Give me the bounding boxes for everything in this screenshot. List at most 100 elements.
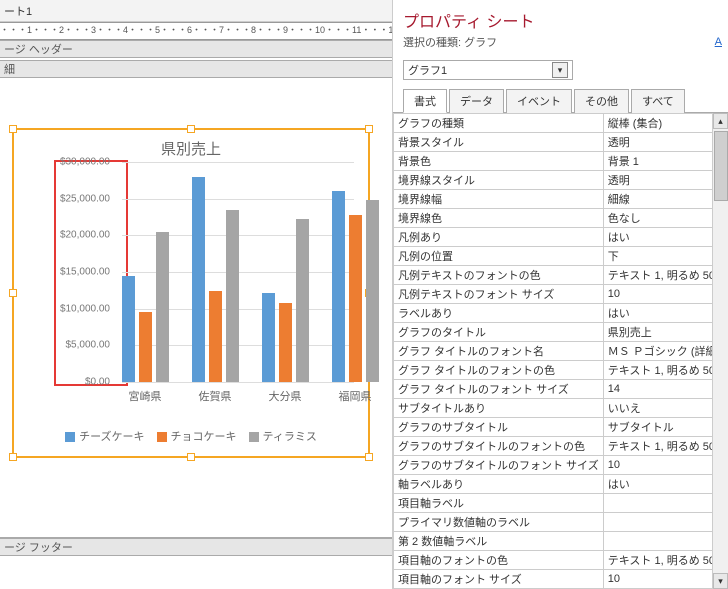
resize-handle[interactable] [9, 453, 17, 461]
property-row[interactable]: 項目軸のフォントの色テキスト 1, 明るめ 50% [394, 551, 728, 570]
property-tabs: 書式データイベントその他すべて [393, 88, 728, 113]
property-row[interactable]: 凡例の位置下 [394, 247, 728, 266]
property-value[interactable]: 背景 1 [603, 152, 728, 171]
x-axis-label: 大分県 [256, 388, 314, 404]
object-selector-value: グラフ1 [408, 62, 447, 78]
property-value[interactable]: サブタイトル [603, 418, 728, 437]
y-axis-label: $25,000.00 [40, 193, 110, 204]
resize-handle[interactable] [187, 125, 195, 133]
property-value[interactable]: 10 [603, 285, 728, 304]
property-value[interactable]: 下 [603, 247, 728, 266]
property-row[interactable]: 境界線色色なし [394, 209, 728, 228]
property-value[interactable] [603, 532, 728, 551]
property-row[interactable]: 凡例テキストのフォント サイズ10 [394, 285, 728, 304]
property-sheet-header: プロパティ シート 選択の種類: グラフ [393, 0, 728, 54]
property-row[interactable]: 背景色背景 1 [394, 152, 728, 171]
y-axis-label: $15,000.00 [40, 267, 110, 278]
property-row[interactable]: グラフ タイトルのフォント サイズ14 [394, 380, 728, 399]
detail-section-bar[interactable]: 細 [0, 60, 392, 78]
detail-section[interactable]: 県別売上 $0.00$5,000.00$10,000.00$15,000.00$… [0, 78, 392, 538]
property-row[interactable]: グラフのサブタイトルのフォントの色テキスト 1, 明るめ 50% [394, 437, 728, 456]
chart-control[interactable]: 県別売上 $0.00$5,000.00$10,000.00$15,000.00$… [12, 128, 370, 458]
property-value[interactable]: 透明 [603, 133, 728, 152]
property-tab[interactable]: データ [449, 89, 504, 113]
property-row[interactable]: 軸ラベルありはい [394, 475, 728, 494]
property-grid[interactable]: グラフの種類縦棒 (集合)背景スタイル透明背景色背景 1境界線スタイル透明境界線… [393, 113, 728, 589]
property-row[interactable]: グラフのタイトル県別売上 [394, 323, 728, 342]
property-value[interactable] [603, 494, 728, 513]
property-value[interactable]: テキスト 1, 明るめ 50% [603, 551, 728, 570]
y-axis-label: $10,000.00 [40, 303, 110, 314]
property-row[interactable]: 項目軸ラベル [394, 494, 728, 513]
legend-swatch [65, 432, 75, 442]
property-value[interactable]: いいえ [603, 399, 728, 418]
resize-handle[interactable] [365, 453, 373, 461]
property-row[interactable]: グラフのサブタイトルサブタイトル [394, 418, 728, 437]
dropdown-icon[interactable]: ▾ [552, 62, 568, 78]
property-row[interactable]: グラフのサブタイトルのフォント サイズ10 [394, 456, 728, 475]
property-row[interactable]: ラベルありはい [394, 304, 728, 323]
y-axis-label: $30,000.00 [40, 157, 110, 168]
property-value[interactable]: 縦棒 (集合) [603, 114, 728, 133]
page-footer-section-bar[interactable]: ージ フッター [0, 538, 392, 556]
property-tab[interactable]: 書式 [403, 89, 447, 113]
legend: チーズケーキチョコケーキティラミス [14, 428, 368, 444]
property-value[interactable]: テキスト 1, 明るめ 50% [603, 266, 728, 285]
resize-handle[interactable] [187, 453, 195, 461]
property-value[interactable]: 県別売上 [603, 323, 728, 342]
property-row[interactable]: グラフ タイトルのフォントの色テキスト 1, 明るめ 50% [394, 361, 728, 380]
property-tab[interactable]: その他 [574, 89, 629, 113]
property-tab[interactable]: すべて [631, 89, 685, 113]
property-name: 境界線スタイル [394, 171, 604, 190]
property-row[interactable]: プライマリ数値軸のラベル [394, 513, 728, 532]
property-row[interactable]: 境界線スタイル透明 [394, 171, 728, 190]
property-value[interactable]: はい [603, 475, 728, 494]
scroll-thumb[interactable] [714, 131, 728, 201]
property-row[interactable]: 凡例テキストのフォントの色テキスト 1, 明るめ 50% [394, 266, 728, 285]
property-value[interactable]: 10 [603, 570, 728, 589]
property-name: グラフのタイトル [394, 323, 604, 342]
property-name: ラベルあり [394, 304, 604, 323]
property-value[interactable]: はい [603, 228, 728, 247]
bar [209, 291, 222, 382]
property-row[interactable]: 凡例ありはい [394, 228, 728, 247]
property-value[interactable]: 細線 [603, 190, 728, 209]
property-row[interactable]: 第 2 数値軸ラベル [394, 532, 728, 551]
property-name: 軸ラベルあり [394, 475, 604, 494]
property-tab[interactable]: イベント [506, 89, 572, 113]
property-row[interactable]: グラフの種類縦棒 (集合) [394, 114, 728, 133]
property-value[interactable]: はい [603, 304, 728, 323]
property-value[interactable] [603, 513, 728, 532]
legend-label: ティラミス [263, 431, 317, 443]
property-row[interactable]: 境界線幅細線 [394, 190, 728, 209]
resize-handle[interactable] [365, 125, 373, 133]
scroll-up-button[interactable]: ▴ [713, 113, 728, 129]
property-row[interactable]: グラフ タイトルのフォント名ＭＳ Ｐゴシック (詳細) [394, 342, 728, 361]
resize-handle[interactable] [9, 289, 17, 297]
bar [349, 215, 362, 382]
bar [156, 232, 169, 382]
bar [279, 303, 292, 382]
property-row[interactable]: 項目軸のフォント サイズ10 [394, 570, 728, 589]
page-header-section-bar[interactable]: ージ ヘッダー [0, 40, 392, 58]
property-value[interactable]: ＭＳ Ｐゴシック (詳細) [603, 342, 728, 361]
bar [139, 312, 152, 382]
property-value[interactable]: テキスト 1, 明るめ 50% [603, 361, 728, 380]
resize-handle[interactable] [9, 125, 17, 133]
property-value[interactable]: テキスト 1, 明るめ 50% [603, 437, 728, 456]
property-name: 項目軸のフォントの色 [394, 551, 604, 570]
property-value[interactable]: 14 [603, 380, 728, 399]
document-tab[interactable]: ート1 [4, 3, 32, 19]
property-row[interactable]: 背景スタイル透明 [394, 133, 728, 152]
property-value[interactable]: 色なし [603, 209, 728, 228]
legend-swatch [249, 432, 259, 442]
property-name: グラフのサブタイトルのフォントの色 [394, 437, 604, 456]
sort-link[interactable]: A [715, 36, 722, 48]
scroll-down-button[interactable]: ▾ [713, 573, 728, 589]
object-selector[interactable]: グラフ1 ▾ [403, 60, 573, 80]
property-value[interactable]: 透明 [603, 171, 728, 190]
property-row[interactable]: サブタイトルありいいえ [394, 399, 728, 418]
bar [296, 219, 309, 382]
property-value[interactable]: 10 [603, 456, 728, 475]
vertical-scrollbar[interactable]: ▴ ▾ [712, 113, 728, 589]
